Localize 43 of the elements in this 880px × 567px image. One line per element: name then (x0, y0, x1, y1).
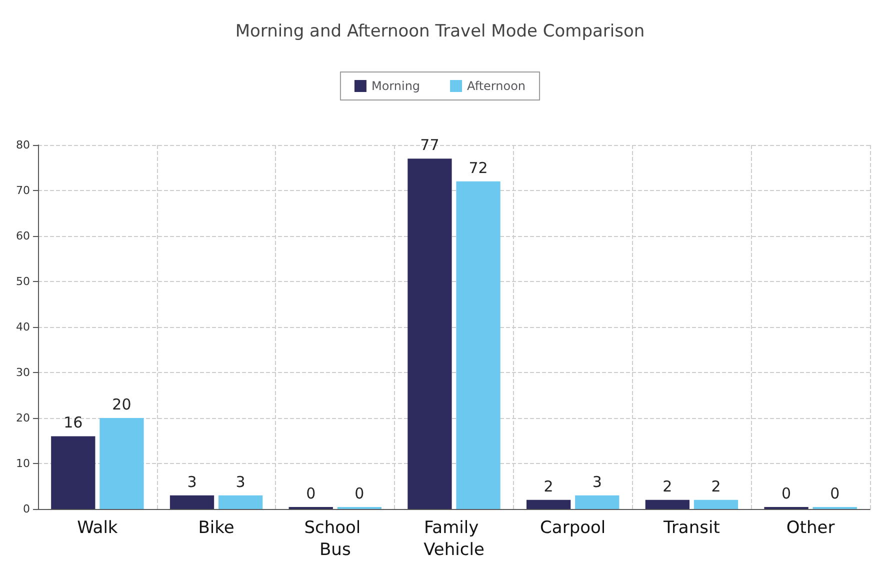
data-label: 0 (782, 484, 792, 502)
y-tick-label: 50 (16, 275, 30, 288)
y-tick-label: 30 (16, 366, 30, 379)
x-tick-label: Walk (77, 518, 118, 538)
data-label: 2 (662, 477, 672, 496)
y-tick-label: 40 (16, 320, 30, 334)
y-tick-label: 10 (16, 457, 30, 470)
y-tick-label: 60 (16, 230, 30, 242)
bar (408, 158, 452, 509)
bar (170, 495, 214, 509)
data-label: 0 (830, 484, 840, 502)
bar (100, 418, 144, 509)
x-tick-label: Bike (198, 518, 234, 538)
data-label: 77 (420, 136, 440, 154)
data-label: 16 (64, 414, 83, 432)
legend-label: Afternoon (467, 79, 526, 93)
bar (456, 181, 500, 509)
data-label: 3 (187, 472, 197, 491)
legend-label: Morning (371, 79, 420, 93)
bar (51, 436, 96, 509)
data-label: 2 (711, 477, 721, 496)
x-tick-label: Carpool (540, 518, 606, 538)
bar (645, 500, 690, 509)
x-tick-label: Other (786, 518, 835, 538)
data-label: 3 (592, 472, 602, 491)
y-tick-label: 20 (16, 412, 30, 424)
data-label: 0 (306, 484, 316, 502)
data-label: 20 (112, 396, 132, 414)
y-tick-label: 0 (23, 502, 30, 516)
x-tick-label: Family Vehicle (424, 518, 484, 560)
data-label: 2 (544, 477, 554, 496)
chart-title: Morning and Afternoon Travel Mode Comparison (235, 22, 645, 42)
data-label: 72 (468, 158, 488, 177)
x-tick-label: Transit (662, 518, 720, 538)
y-tick-label: 70 (16, 184, 30, 197)
bar (218, 495, 263, 509)
data-label: 3 (236, 472, 246, 491)
data-label: 0 (354, 484, 364, 502)
x-tick-label: School Bus (304, 518, 366, 560)
bar (575, 495, 620, 509)
y-tick-label: 80 (16, 138, 30, 152)
bar (694, 500, 738, 509)
bar (526, 500, 571, 509)
